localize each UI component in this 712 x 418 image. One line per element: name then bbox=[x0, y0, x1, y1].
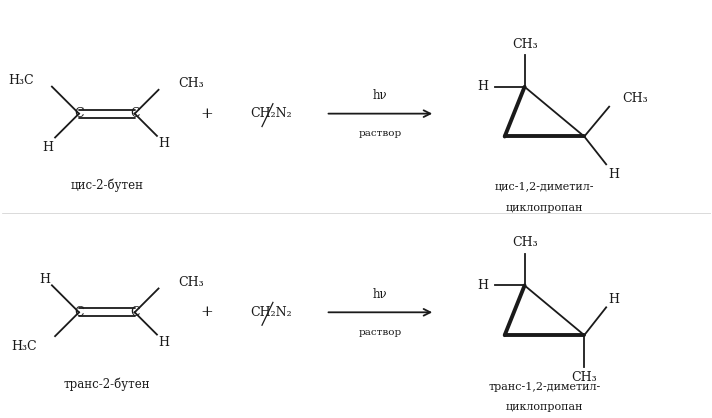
Text: H₃C: H₃C bbox=[9, 74, 34, 87]
Text: hν: hν bbox=[373, 288, 387, 301]
Text: C: C bbox=[74, 306, 84, 319]
Text: раствор: раствор bbox=[359, 328, 402, 336]
Text: H: H bbox=[477, 279, 488, 292]
Text: цис-1,2-диметил-: цис-1,2-диметил- bbox=[495, 181, 595, 191]
Text: цис-2-бутен: цис-2-бутен bbox=[70, 178, 143, 192]
Text: CH₂N₂: CH₂N₂ bbox=[250, 107, 292, 120]
Text: +: + bbox=[200, 107, 213, 121]
Text: +: + bbox=[200, 305, 213, 319]
Text: H: H bbox=[609, 293, 619, 306]
Text: H₃C: H₃C bbox=[11, 339, 37, 352]
Text: CH₃: CH₃ bbox=[512, 236, 538, 249]
Text: CH₃: CH₃ bbox=[179, 276, 204, 289]
Text: H: H bbox=[158, 336, 169, 349]
Text: транс-1,2-диметил-: транс-1,2-диметил- bbox=[488, 382, 601, 392]
Text: раствор: раствор bbox=[359, 129, 402, 138]
Text: CH₃: CH₃ bbox=[622, 92, 648, 105]
Text: CH₃: CH₃ bbox=[179, 77, 204, 90]
Text: H: H bbox=[158, 138, 169, 150]
Text: H: H bbox=[43, 141, 53, 154]
Text: циклопропан: циклопропан bbox=[506, 402, 583, 412]
Text: CH₃: CH₃ bbox=[512, 38, 538, 51]
Text: H: H bbox=[477, 80, 488, 93]
Text: hν: hν bbox=[373, 89, 387, 102]
Text: CH₃: CH₃ bbox=[572, 371, 597, 385]
Text: CH₂N₂: CH₂N₂ bbox=[250, 306, 292, 319]
Text: циклопропан: циклопропан bbox=[506, 203, 583, 213]
Text: H: H bbox=[39, 273, 51, 286]
Text: C: C bbox=[74, 107, 84, 120]
Text: транс-2-бутен: транс-2-бутен bbox=[63, 377, 150, 390]
Text: H: H bbox=[609, 168, 619, 181]
Text: C: C bbox=[130, 107, 140, 120]
Text: C: C bbox=[130, 306, 140, 319]
